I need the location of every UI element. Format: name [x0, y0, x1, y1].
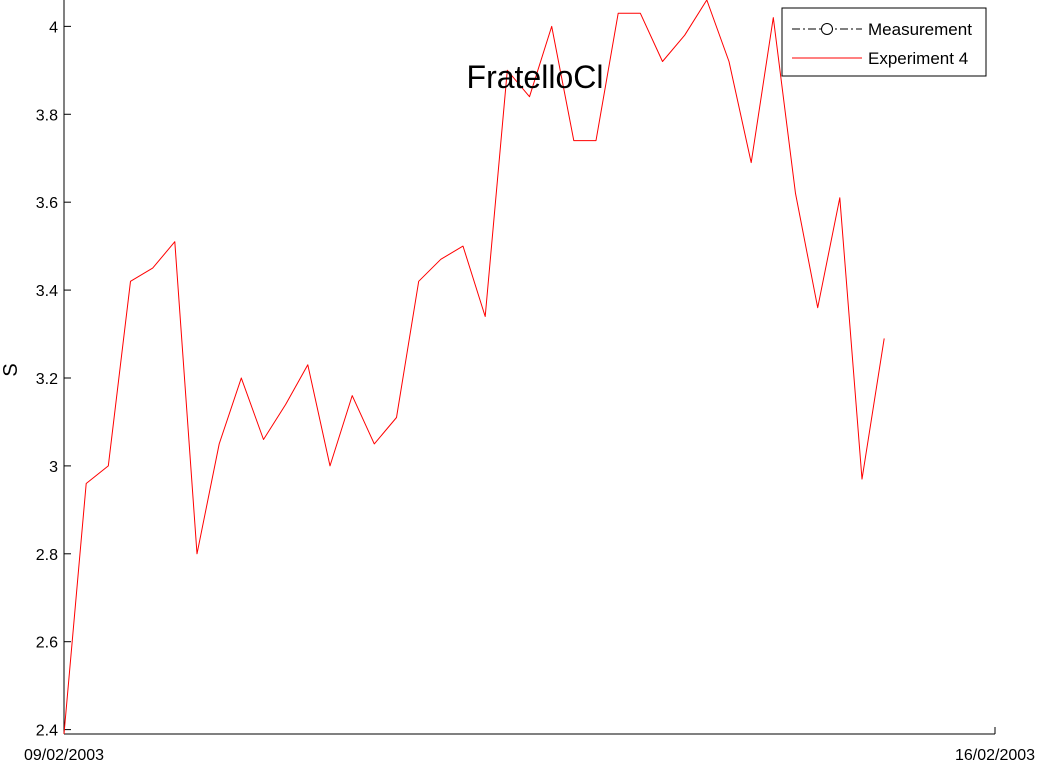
series-line-experiment-4 [63, 0, 885, 735]
legend-entry-measurement: Measurement [868, 20, 972, 39]
y-tick-label: 3 [49, 459, 58, 476]
legend-box [781, 7, 987, 77]
series-layer [63, 0, 885, 735]
y-tick-label: 4 [49, 19, 58, 36]
y-tick-label: 3.6 [36, 195, 58, 212]
y-tick-label: 3.2 [36, 371, 58, 388]
x-tick-label: 09/02/2003 [24, 747, 104, 763]
y-tick-label: 2.8 [36, 547, 58, 564]
y-tick-label: 3.8 [36, 107, 58, 124]
chart-title: FratelloCl [467, 59, 604, 95]
legend-measurement-marker [821, 23, 833, 35]
x-tick-label: 16/02/2003 [955, 747, 1035, 763]
y-tick-label: 2.6 [36, 635, 58, 652]
legend-entry-experiment-4: Experiment 4 [868, 49, 968, 68]
legend: Measurement Experiment 4 [781, 7, 987, 77]
y-tick-label: 2.4 [36, 723, 58, 740]
y-tick-label: 3.4 [36, 283, 58, 300]
y-axis-label: S [0, 363, 22, 376]
axes: 2.4 2.6 2.8 3 3.2 3.4 3.6 3.8 4 09/02/2003 16/02/2… [24, 0, 1035, 764]
